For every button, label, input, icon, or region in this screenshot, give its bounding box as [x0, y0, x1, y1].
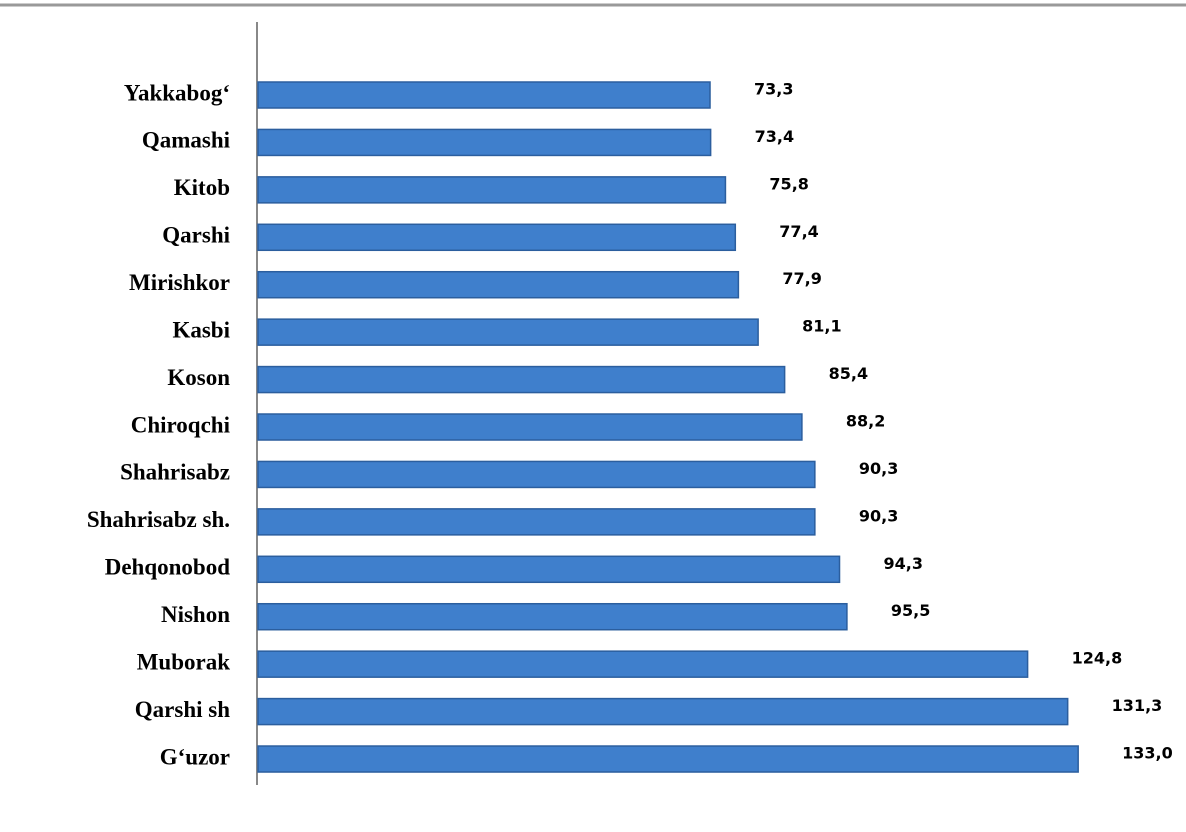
category-label: Yakkabog‘ [124, 80, 230, 105]
category-label: Koson [167, 365, 230, 390]
value-label: 88,2 [846, 412, 885, 431]
value-label: 131,3 [1112, 696, 1163, 715]
category-label: Kasbi [172, 317, 230, 342]
value-label: 85,4 [829, 364, 868, 383]
value-label: 77,9 [782, 269, 821, 288]
value-label: 73,4 [755, 127, 794, 146]
bar [257, 223, 737, 252]
value-label: 73,3 [754, 80, 793, 99]
bar [257, 176, 727, 204]
category-label: Dehqonobod [105, 555, 230, 580]
bar [257, 602, 848, 631]
bar [257, 365, 786, 394]
bar [257, 555, 841, 584]
category-label: Nishon [161, 602, 230, 627]
value-label: 81,1 [802, 317, 841, 336]
value-label: 90,3 [859, 506, 898, 525]
bar [257, 413, 803, 441]
category-label: Qarshi [162, 223, 230, 248]
category-label: Shahrisabz [120, 460, 230, 485]
bar [257, 697, 1069, 726]
value-label: 95,5 [891, 601, 930, 620]
value-label: 75,8 [769, 174, 808, 193]
value-label: 90,3 [859, 459, 898, 478]
bar [257, 508, 816, 536]
category-label: Qarshi sh [135, 697, 230, 722]
bar [257, 318, 759, 346]
category-label: Qamashi [142, 128, 231, 153]
value-label: 94,3 [884, 554, 923, 573]
bar [257, 460, 816, 489]
bar [257, 745, 1079, 773]
category-label: Kitob [174, 175, 230, 200]
value-label: 124,8 [1072, 649, 1123, 668]
category-label: Chiroqchi [131, 412, 231, 437]
category-label: Muborak [137, 649, 231, 674]
bar [257, 81, 711, 109]
category-label: G‘uzor [160, 744, 230, 769]
bar [257, 650, 1029, 678]
bar [257, 270, 740, 299]
bar [257, 128, 712, 157]
category-label: Mirishkor [129, 270, 230, 295]
category-label: Shahrisabz sh. [87, 507, 230, 532]
value-label: 133,0 [1122, 744, 1173, 763]
value-label: 77,4 [779, 222, 818, 241]
